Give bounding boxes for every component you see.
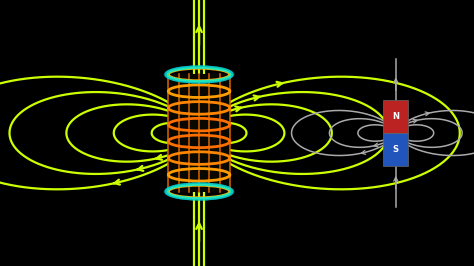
Text: S: S	[393, 145, 399, 154]
Bar	[168, 74, 230, 192]
Text: N: N	[392, 112, 399, 121]
Bar	[383, 133, 408, 166]
Bar	[383, 100, 408, 133]
